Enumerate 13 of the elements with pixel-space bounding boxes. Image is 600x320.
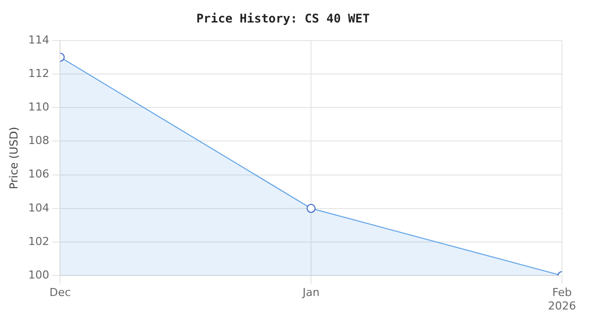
y-tick-label: 110: [28, 100, 50, 114]
y-tick-label: 114: [28, 33, 50, 46]
y-tick-label: 104: [28, 201, 50, 214]
y-axis-title: Price (USD): [7, 126, 20, 190]
y-tick-label: 106: [28, 168, 50, 181]
y-tick-label: 112: [28, 66, 50, 80]
y-tick-label: 108: [28, 134, 50, 148]
y-tick-label: 100: [28, 268, 50, 282]
chart-title: Price History: CS 40 WET: [196, 11, 370, 26]
y-tick-label: 102: [28, 234, 50, 248]
x-tick-label: Jan: [302, 286, 320, 300]
x-tick-label: Dec: [50, 286, 71, 300]
x-tick-label: Feb 2026: [548, 286, 576, 312]
